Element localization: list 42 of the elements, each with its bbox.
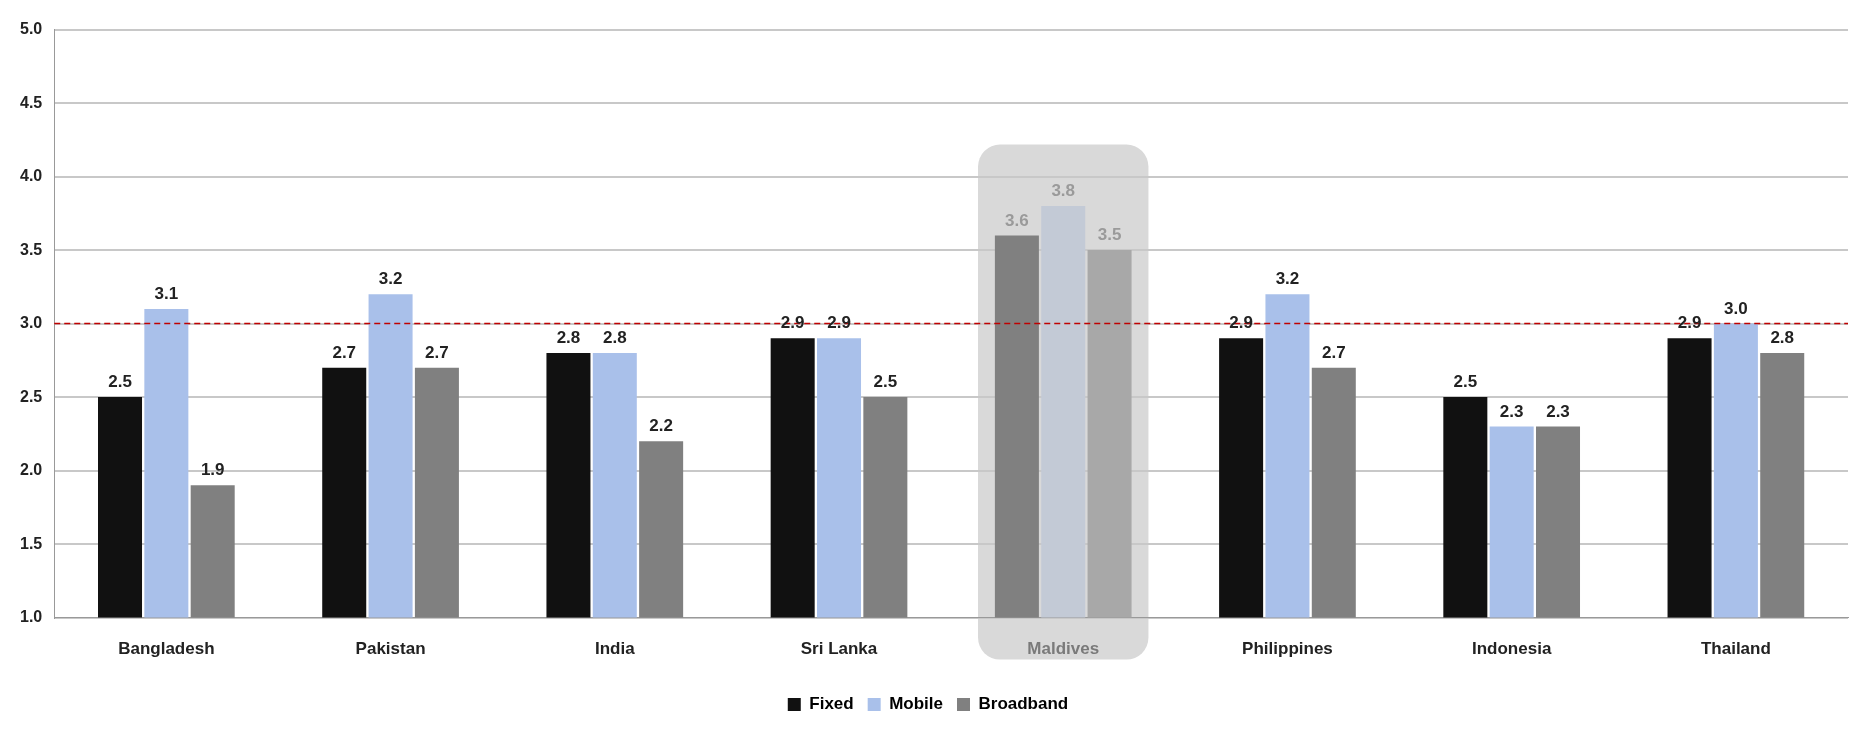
legend-label: Mobile	[889, 694, 944, 714]
data-label: 2.7	[1321, 342, 1346, 362]
data-label: 2.5	[873, 372, 898, 392]
y-tick-label: 3.0	[19, 314, 43, 332]
data-label: 3.5	[1097, 225, 1122, 245]
y-tick-label: 4.5	[19, 93, 43, 111]
data-label: 3.2	[1275, 269, 1300, 289]
data-label: 2.9	[780, 313, 805, 333]
y-tick-label: 5.0	[19, 20, 43, 38]
data-label: 3.0	[1724, 298, 1748, 318]
data-label: 2.3	[1499, 401, 1524, 421]
y-tick-label: 1.5	[19, 534, 43, 552]
x-tick-label: Maldives	[1027, 639, 1100, 659]
data-label: 2.2	[649, 416, 673, 436]
legend-label: Broadband	[978, 694, 1069, 714]
data-label: 3.1	[154, 284, 179, 304]
y-tick-label: 2.5	[19, 387, 43, 405]
data-label: 2.7	[425, 342, 449, 362]
data-label: 2.7	[332, 342, 357, 362]
x-tick-label: Bangladesh	[118, 639, 215, 659]
x-tick-label: Sri Lanka	[800, 639, 878, 659]
data-label: 2.9	[1229, 313, 1253, 333]
x-tick-label: Philippines	[1242, 639, 1333, 659]
data-label: 2.8	[602, 328, 627, 348]
x-tick-label: Pakistan	[355, 639, 426, 659]
x-tick-label: India	[594, 639, 636, 659]
y-tick-label: 4.0	[19, 167, 43, 185]
data-label: 3.2	[378, 269, 403, 289]
data-label: 1.9	[200, 460, 225, 480]
data-label: 2.3	[1546, 401, 1570, 421]
x-tick-label: Thailand	[1700, 639, 1771, 659]
y-tick-label: 3.5	[19, 240, 43, 258]
y-tick-label: 1.0	[19, 608, 43, 626]
data-label: 2.8	[556, 328, 581, 348]
data-label: 3.8	[1051, 181, 1076, 201]
data-label: 2.8	[1770, 328, 1795, 348]
legend-label: Fixed	[809, 694, 854, 714]
data-label: 3.6	[1005, 210, 1029, 230]
data-label: 2.5	[1453, 372, 1478, 392]
x-tick-label: Indonesia	[1471, 639, 1552, 659]
data-label: 2.5	[108, 372, 132, 392]
y-tick-label: 2.0	[19, 461, 43, 479]
